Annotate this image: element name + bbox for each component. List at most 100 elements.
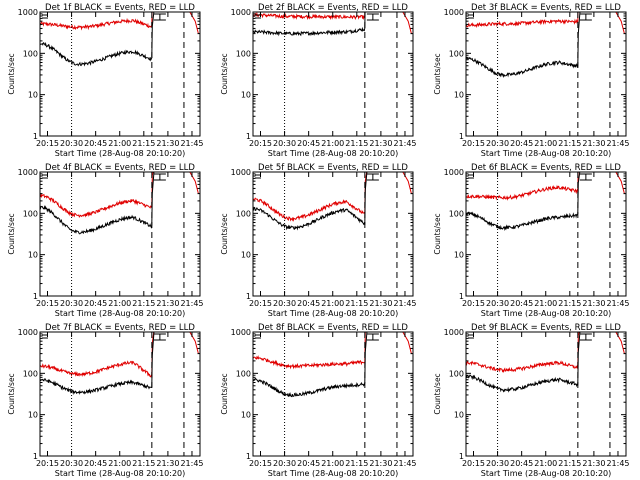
x-tick-label: 20:30 [60,459,83,468]
y-axis-label: Counts/sec [433,213,442,254]
x-tick-label: 20:15 [462,459,485,468]
x-tick-label: 21:30 [582,459,605,468]
x-tick-label: 20:45 [510,299,533,308]
events-series-line [40,12,155,67]
lld-series-line [40,12,199,34]
panel-det-4: Det 4f BLACK = Events, RED = LLD 1 10 100 10… [7,163,204,318]
panel-title: Det 2f BLACK = Events, RED = LLD [258,3,408,13]
x-tick-label: 20:30 [60,299,83,308]
x-tick-label: 20:15 [462,299,485,308]
x-tick-label: 21:00 [321,299,344,308]
x-tick-label: 21:30 [156,299,179,308]
x-tick-label: 21:30 [369,139,392,148]
y-tick-label: 1 [246,292,251,301]
y-axis-label: Counts/sec [220,53,229,94]
x-tick-label: 20:30 [486,139,509,148]
y-tick-label: 100 [449,209,464,218]
x-tick-label: 21:30 [369,299,392,308]
plot-frame [465,171,627,297]
x-tick-label: 21:30 [582,139,605,148]
y-tick-label: 10 [454,411,464,420]
x-tick-label: 20:45 [84,459,107,468]
panel-title: Det 3f BLACK = Events, RED = LLD [471,3,621,13]
x-tick-label: 21:15 [345,299,368,308]
panel-det-2: Det 2f BLACK = Events, RED = LLD 1 10 100 10… [220,3,417,158]
x-tick-label: 21:45 [180,299,203,308]
x-tick-label: 21:00 [534,459,557,468]
x-tick-label: 21:45 [606,139,629,148]
x-tick-label: 20:30 [273,299,296,308]
plot-frame [465,331,627,457]
plot-area [466,172,625,232]
plot-area [40,332,199,396]
y-tick-label: 100 [449,369,464,378]
y-tick-label: 1000 [444,8,464,17]
events-series-line [40,332,155,396]
x-tick-label: 21:00 [108,299,131,308]
y-tick-label: 10 [454,91,464,100]
events-series-line [40,172,155,235]
x-tick-label: 21:30 [156,139,179,148]
x-tick-label: 21:45 [606,459,629,468]
x-tick-label: 21:15 [345,139,368,148]
plot-area [466,332,625,393]
y-axis-label: Counts/sec [220,373,229,414]
panel-det-8: Det 8f BLACK = Events, RED = LLD 1 10 100 10… [220,323,417,478]
y-tick-label: 1 [33,132,38,141]
x-tick-label: 21:00 [534,139,557,148]
panel-title: Det 6f BLACK = Events, RED = LLD [471,163,621,173]
plot-frame [252,11,414,137]
x-tick-label: 20:30 [486,299,509,308]
plot-frame [39,331,201,457]
plot-frame [39,11,201,137]
x-tick-label: 20:15 [36,299,59,308]
x-axis-label: Start Time (28-Aug-08 20:10:20) [268,469,399,478]
plot-area [40,12,199,67]
y-tick-label: 1 [459,132,464,141]
x-tick-label: 21:00 [108,139,131,148]
x-tick-label: 21:45 [180,139,203,148]
bracket-marker [366,333,379,341]
x-tick-label: 20:45 [297,459,320,468]
x-tick-label: 21:30 [369,459,392,468]
y-tick-label: 1 [459,292,464,301]
x-tick-label: 21:15 [132,299,155,308]
y-tick-label: 1000 [231,8,251,17]
x-tick-label: 21:45 [393,459,416,468]
x-axis-label: Start Time (28-Aug-08 20:10:20) [268,309,399,318]
x-tick-label: 21:00 [108,459,131,468]
x-tick-label: 21:00 [321,459,344,468]
panel-title: Det 9f BLACK = Events, RED = LLD [471,323,621,333]
x-tick-label: 21:15 [345,459,368,468]
events-series-line [253,332,368,398]
x-tick-label: 21:15 [558,299,581,308]
x-tick-label: 20:45 [510,459,533,468]
bracket-marker [579,173,592,181]
y-axis-label: Counts/sec [433,373,442,414]
x-tick-label: 20:15 [249,139,272,148]
plot-area [466,12,625,78]
y-tick-label: 10 [28,91,38,100]
panel-det-7: Det 7f BLACK = Events, RED = LLD 1 10 100 10… [7,323,204,478]
x-tick-label: 20:45 [84,299,107,308]
x-tick-label: 21:15 [132,459,155,468]
y-tick-label: 100 [23,209,38,218]
panel-det-1: Det 1f BLACK = Events, RED = LLD 1 10 100 10… [7,3,204,158]
bracket-marker [579,13,592,21]
plot-area [40,172,199,235]
x-tick-label: 21:15 [558,459,581,468]
x-tick-label: 21:45 [180,459,203,468]
y-axis-label: Counts/sec [220,213,229,254]
x-tick-label: 20:45 [297,139,320,148]
bracket-marker [366,13,379,21]
plot-frame [252,331,414,457]
y-tick-label: 1000 [444,168,464,177]
y-tick-label: 1000 [444,328,464,337]
x-tick-label: 20:15 [36,139,59,148]
x-tick-label: 20:45 [84,139,107,148]
x-tick-label: 20:30 [273,139,296,148]
x-tick-label: 20:15 [462,139,485,148]
y-tick-label: 10 [241,251,251,260]
y-tick-label: 100 [23,49,38,58]
y-tick-label: 1000 [18,168,38,177]
